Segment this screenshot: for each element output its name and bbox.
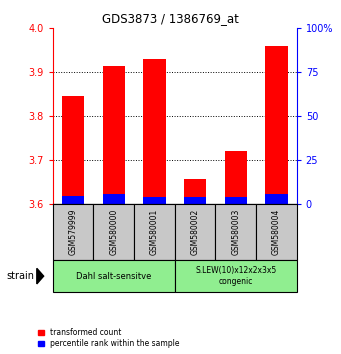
- Bar: [103, 194, 125, 204]
- Legend: transformed count, percentile rank within the sample: transformed count, percentile rank withi…: [38, 328, 180, 348]
- Polygon shape: [37, 268, 44, 284]
- Bar: [265, 194, 287, 204]
- Text: S.LEW(10)x12x2x3x5
congenic: S.LEW(10)x12x2x3x5 congenic: [195, 267, 276, 286]
- Text: GSM580003: GSM580003: [231, 209, 240, 255]
- Bar: [184, 198, 206, 204]
- Bar: [103, 65, 125, 204]
- Text: strain: strain: [7, 271, 35, 281]
- Text: GSM579999: GSM579999: [69, 209, 78, 255]
- Bar: [62, 96, 84, 204]
- Bar: [216, 204, 256, 260]
- Bar: [224, 198, 247, 204]
- Text: GDS3873 / 1386769_at: GDS3873 / 1386769_at: [102, 12, 239, 25]
- Text: GSM580000: GSM580000: [109, 209, 118, 255]
- Text: GSM580001: GSM580001: [150, 209, 159, 255]
- Bar: [134, 204, 175, 260]
- Bar: [265, 46, 287, 204]
- Text: GSM580004: GSM580004: [272, 209, 281, 255]
- Bar: [143, 59, 166, 204]
- Bar: [93, 204, 134, 260]
- Bar: [184, 179, 206, 204]
- Bar: [143, 198, 166, 204]
- Bar: [53, 260, 175, 292]
- Bar: [224, 151, 247, 204]
- Text: GSM580002: GSM580002: [191, 209, 199, 255]
- Bar: [175, 204, 216, 260]
- Bar: [62, 196, 84, 204]
- Bar: [256, 204, 297, 260]
- Bar: [175, 260, 297, 292]
- Text: Dahl salt-sensitve: Dahl salt-sensitve: [76, 272, 151, 281]
- Bar: [53, 204, 93, 260]
